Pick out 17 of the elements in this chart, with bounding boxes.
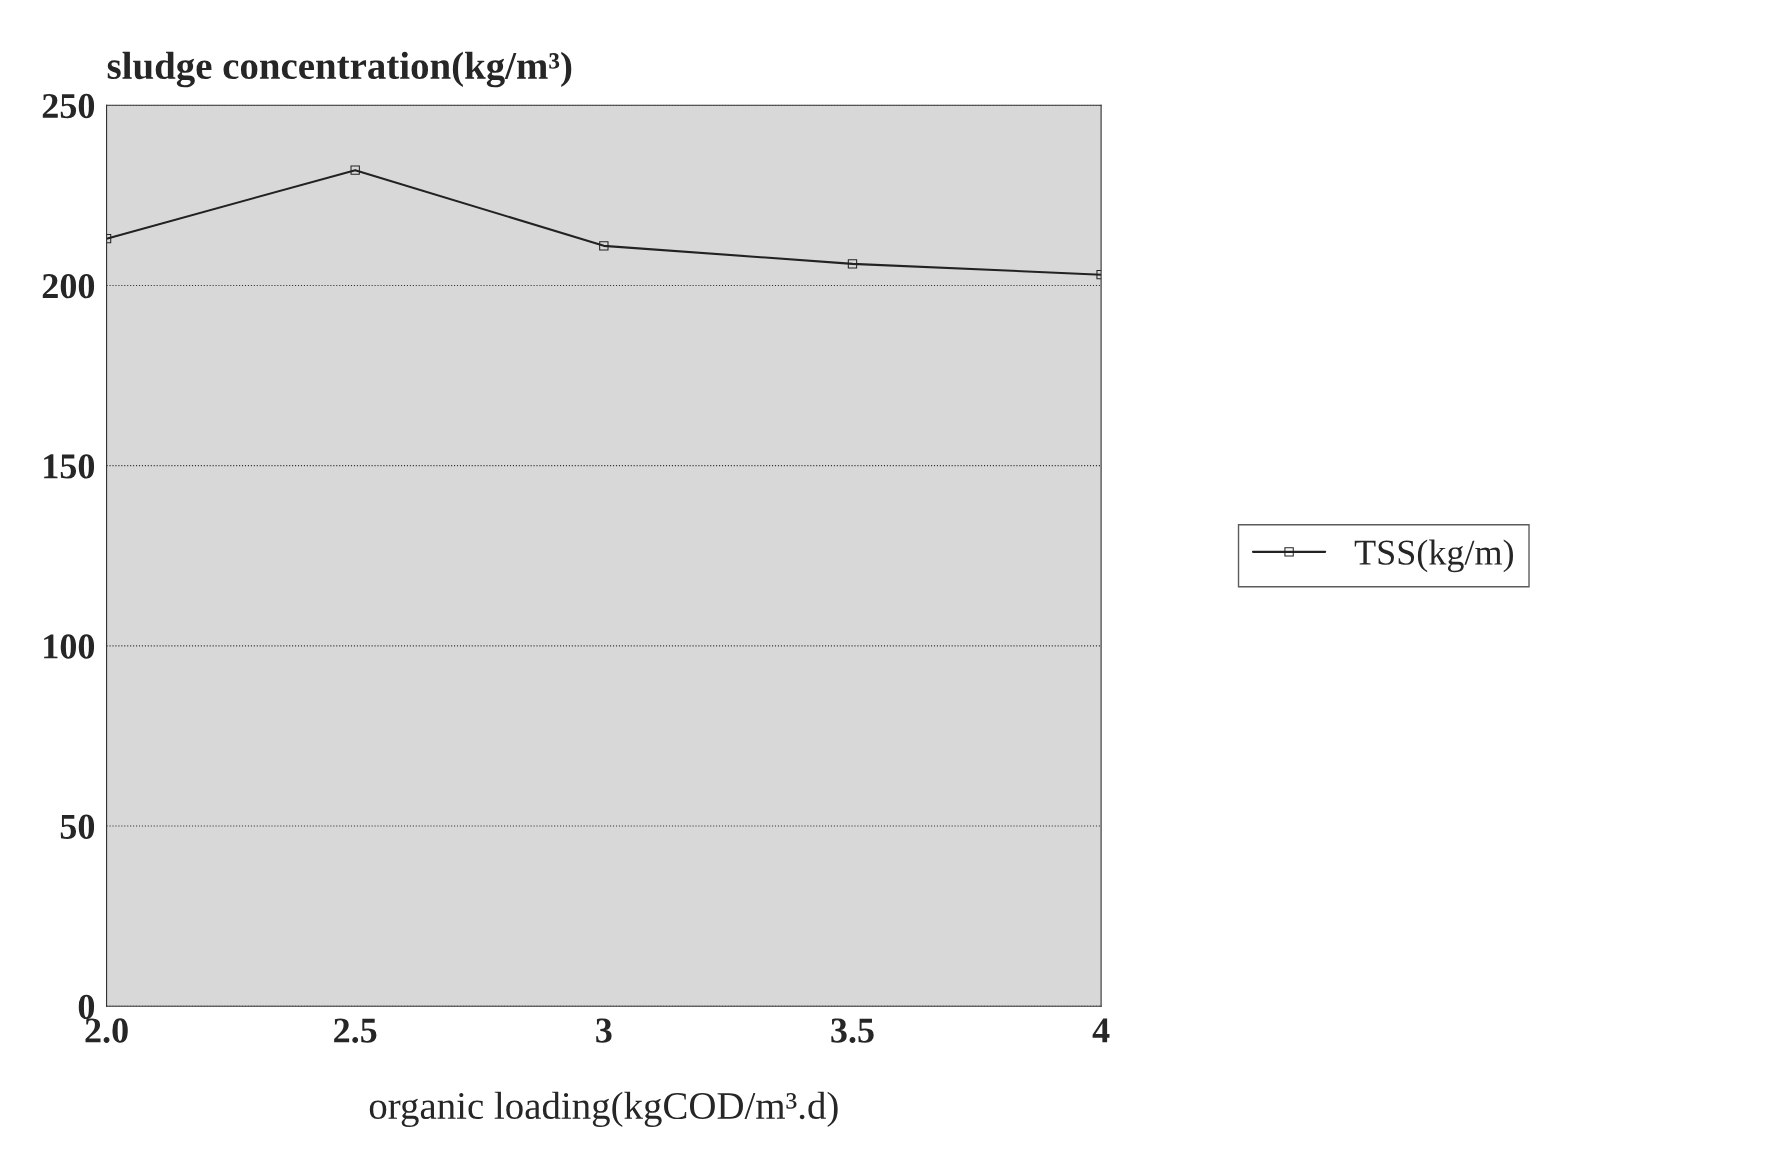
x-tick-label: 2.5 <box>334 1018 377 1043</box>
x-tick-label: 3.5 <box>831 1018 874 1043</box>
legend-label: TSS(kg/m) <box>1354 539 1513 573</box>
y-tick-label: 150 <box>44 454 95 479</box>
y-tick-label: 0 <box>78 994 95 1020</box>
y-tick-label: 100 <box>44 634 95 659</box>
point <box>847 259 858 269</box>
x-tick-label: 3 <box>596 1018 612 1043</box>
y-tick-label: 250 <box>42 93 95 119</box>
y-tick-label: 50 <box>60 814 95 839</box>
x-tick-label: 4 <box>1092 1018 1110 1043</box>
y-tick-label: 200 <box>42 273 95 299</box>
y-axis-title: sludge concentration(kg/m³) <box>107 51 572 88</box>
point <box>599 241 609 251</box>
x-axis-title: organic loading(kgCOD/m³.d) <box>369 1091 838 1128</box>
point <box>350 165 360 175</box>
x-tick-label: 2.0 <box>85 1018 128 1043</box>
